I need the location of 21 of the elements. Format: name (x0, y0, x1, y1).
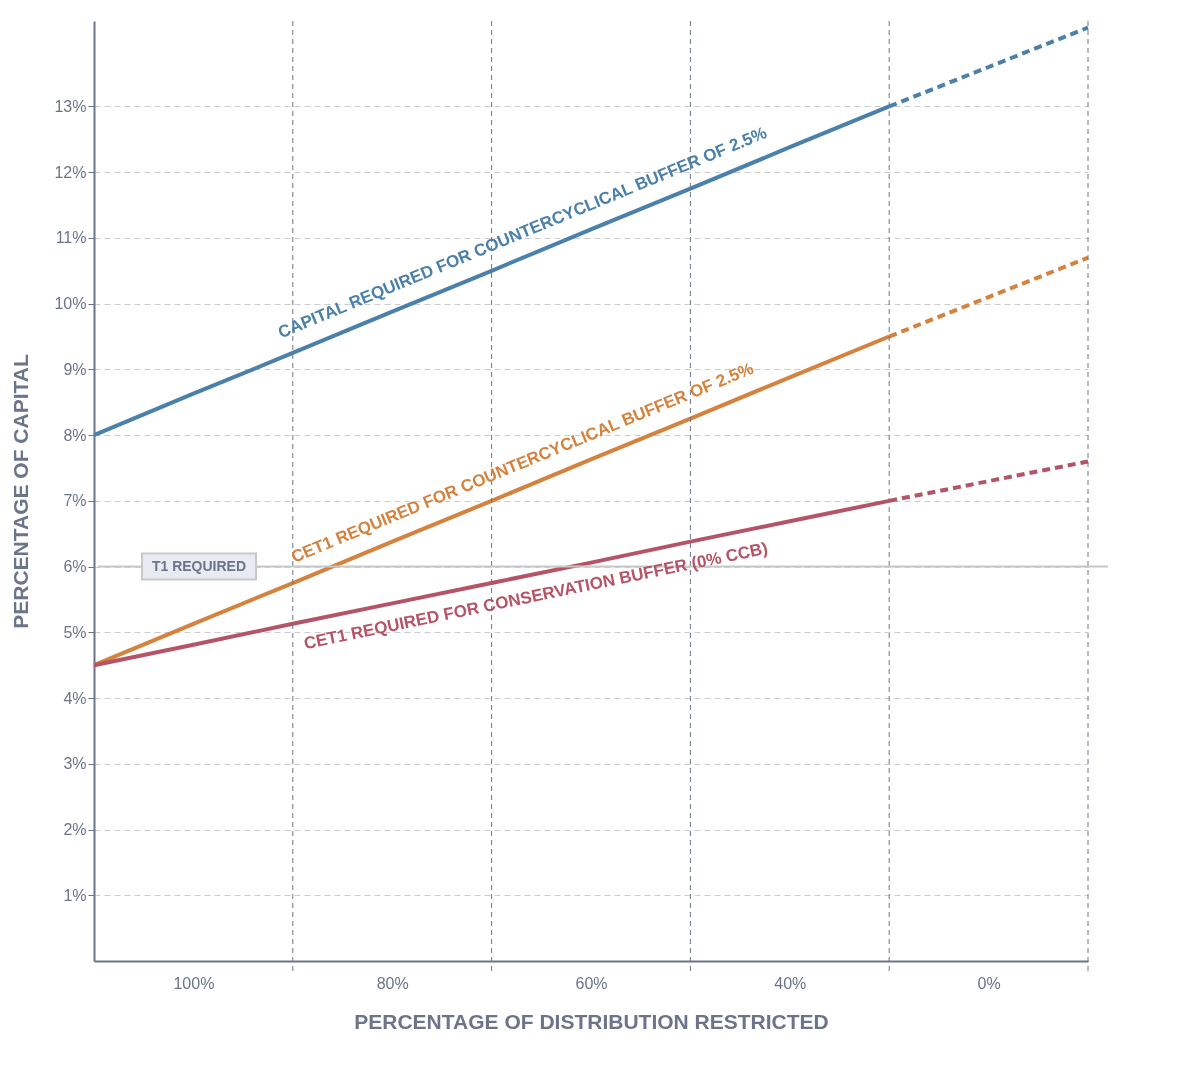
x-tick-label: 0% (977, 974, 1001, 992)
y-axis-title: PERCENTAGE OF CAPITAL (9, 354, 33, 629)
y-tick-label: 2% (63, 821, 87, 839)
y-tick-label: 8% (63, 426, 87, 444)
y-tick-label: 9% (63, 360, 87, 378)
y-tick-label: 3% (63, 755, 87, 773)
y-tick-label: 13% (54, 97, 87, 115)
x-tick-label: 80% (376, 974, 409, 992)
y-tick-label: 4% (63, 689, 87, 707)
x-tick-label: 100% (173, 974, 215, 992)
x-axis-title: PERCENTAGE OF DISTRIBUTION RESTRICTED (354, 1009, 829, 1033)
x-tick-label: 40% (774, 974, 807, 992)
ref-line-label: T1 REQUIRED (151, 557, 247, 574)
y-tick-label: 1% (63, 886, 87, 904)
y-tick-label: 6% (63, 558, 87, 576)
y-tick-label: 7% (63, 492, 87, 510)
x-tick-label: 60% (575, 974, 608, 992)
y-tick-label: 12% (54, 163, 87, 181)
y-tick-label: 5% (63, 623, 87, 641)
y-tick-label: 10% (54, 295, 87, 313)
y-tick-label: 11% (55, 229, 87, 247)
